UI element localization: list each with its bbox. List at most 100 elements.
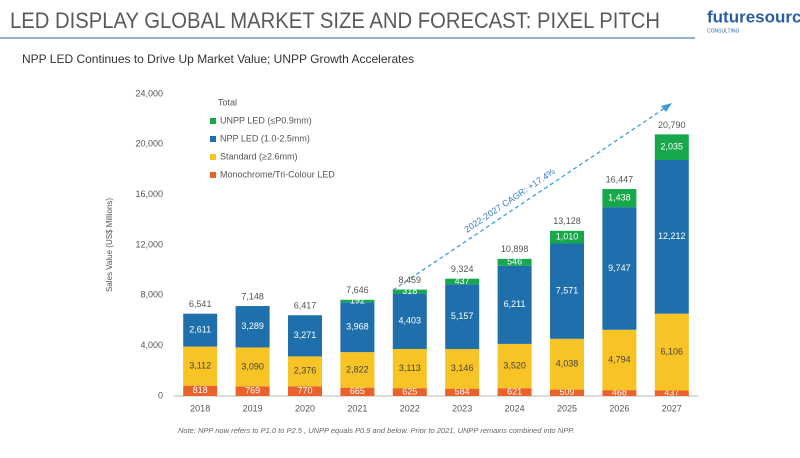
y-tick-label: 4,000 <box>140 340 163 350</box>
data-label: 2,035 <box>661 142 684 152</box>
bar-segment <box>340 387 375 396</box>
bar-segment <box>445 349 480 389</box>
cagr-arrowhead <box>661 103 672 112</box>
y-tick-label: 0 <box>158 390 163 400</box>
data-label: 437 <box>664 388 679 398</box>
total-label: 7,148 <box>241 291 264 301</box>
data-label: 12,212 <box>658 231 686 241</box>
x-tick-label: 2022 <box>400 403 420 413</box>
x-tick-label: 2023 <box>452 403 472 413</box>
bar-segment <box>497 343 532 389</box>
bar-segment <box>550 243 584 339</box>
total-label: 9,324 <box>451 264 474 274</box>
data-label: 3,112 <box>189 361 211 371</box>
bar-segment <box>497 265 532 344</box>
x-tick-label: 2026 <box>609 403 629 413</box>
data-label: 818 <box>193 385 208 395</box>
data-label: 4,794 <box>608 354 631 364</box>
y-tick-label: 24,000 <box>135 88 163 98</box>
legend-swatch <box>210 172 216 178</box>
data-label: 665 <box>350 386 365 396</box>
bar-segment <box>654 134 689 160</box>
total-label: 6,541 <box>189 299 212 309</box>
total-label: 7,646 <box>346 285 369 295</box>
data-label: 192 <box>350 295 365 305</box>
x-tick-label: 2018 <box>190 403 210 413</box>
bar-segment <box>602 189 637 208</box>
bar-segment <box>497 258 532 266</box>
data-label: 3,271 <box>294 330 317 340</box>
bar-segment <box>235 386 270 396</box>
bar-segment <box>392 388 427 396</box>
y-tick-label: 20,000 <box>135 139 163 149</box>
bar-segment <box>340 302 375 353</box>
x-tick-label: 2020 <box>295 403 315 413</box>
bar-segment <box>497 388 532 396</box>
bar-segment <box>654 313 689 391</box>
bar-segment <box>288 356 322 387</box>
total-label: 16,447 <box>606 174 634 184</box>
bar-segment <box>235 347 270 387</box>
chart-title: LED DISPLAY GLOBAL MARKET SIZE AND FOREC… <box>10 8 660 33</box>
legend-label: Monochrome/Tri-Colour LED <box>220 169 335 179</box>
data-label: 546 <box>507 257 522 267</box>
data-label: 1,438 <box>608 192 631 202</box>
bar-segment <box>445 284 480 350</box>
data-label: 6,106 <box>661 346 684 356</box>
legend-label: NPP LED (1.0-2.5mm) <box>220 133 310 143</box>
x-tick-label: 2024 <box>505 403 525 413</box>
x-tick-label: 2021 <box>347 403 367 413</box>
data-label: 2,611 <box>189 324 211 334</box>
data-label: 318 <box>402 286 417 296</box>
bar-segment <box>602 207 637 330</box>
bar-segment <box>183 313 218 347</box>
data-label: 3,146 <box>451 363 474 373</box>
bar-segment <box>340 352 375 388</box>
bar-segment <box>654 390 689 396</box>
bar-segment <box>654 159 689 314</box>
bar-segment <box>550 389 584 396</box>
bar-segment <box>602 390 637 396</box>
data-label: 3,090 <box>241 361 264 371</box>
bar-segment <box>235 306 270 348</box>
bar-segment <box>288 315 322 357</box>
data-label: 437 <box>455 276 470 286</box>
data-label: 584 <box>455 387 470 397</box>
legend-label: Standard (≥2.6mm) <box>220 151 297 161</box>
cagr-arrow <box>392 105 669 291</box>
bar-segment <box>445 278 480 285</box>
bar-segment <box>340 299 375 303</box>
bar-segment <box>288 386 322 396</box>
data-label: 7,571 <box>556 286 579 296</box>
data-label: 4,038 <box>556 359 579 369</box>
total-label: 8,459 <box>399 275 422 285</box>
legend-swatch <box>210 154 216 160</box>
bar-segment <box>392 293 427 349</box>
legend-title: Total <box>218 97 237 107</box>
bar-segment <box>392 289 427 294</box>
data-label: 3,520 <box>503 360 526 370</box>
bar-segment <box>392 348 427 389</box>
data-label: 770 <box>297 386 312 396</box>
footnote: Note: NPP now refers to P1.0 to P2.5 , U… <box>178 426 574 435</box>
total-label: 13,128 <box>553 216 581 226</box>
y-tick-label: 16,000 <box>135 189 163 199</box>
bar-segment <box>183 385 218 396</box>
data-label: 5,157 <box>451 311 474 321</box>
data-label: 2,376 <box>294 366 317 376</box>
data-label: 468 <box>612 387 627 397</box>
data-label: 4,403 <box>399 316 422 326</box>
data-label: 3,113 <box>399 363 421 373</box>
total-label: 20,790 <box>658 120 686 130</box>
legend-label: UNPP LED (≤P0.9mm) <box>220 115 312 125</box>
logo-tagline: CONSULTING <box>707 28 740 34</box>
x-tick-label: 2027 <box>662 403 682 413</box>
x-tick-label: 2025 <box>557 403 577 413</box>
y-axis-label: Sales Value (US$ Millions) <box>105 198 114 292</box>
chart-subtitle: NPP LED Continues to Drive Up Market Val… <box>22 52 414 66</box>
data-label: 6,211 <box>504 299 526 309</box>
bar-segment <box>445 388 480 396</box>
data-label: 625 <box>402 386 417 396</box>
data-label: 1,010 <box>556 232 579 242</box>
